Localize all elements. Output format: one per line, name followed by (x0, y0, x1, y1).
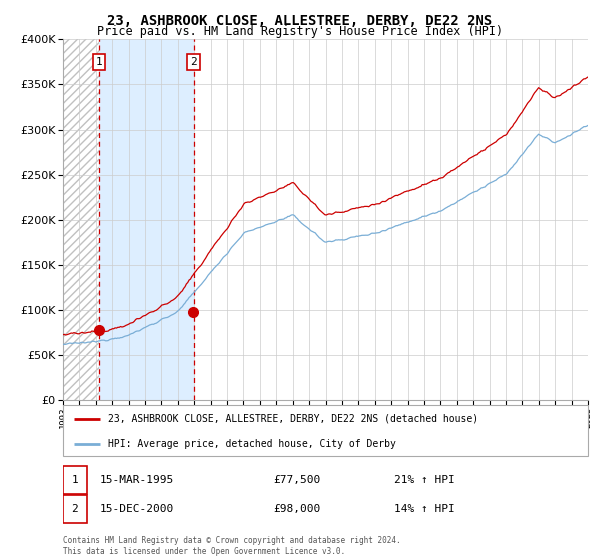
Text: HPI: Average price, detached house, City of Derby: HPI: Average price, detached house, City… (107, 438, 395, 449)
Text: 2: 2 (190, 57, 197, 67)
Bar (63, 39, 99, 400)
FancyBboxPatch shape (63, 405, 588, 456)
Text: 14% ↑ HPI: 14% ↑ HPI (394, 505, 455, 514)
Text: £98,000: £98,000 (273, 505, 320, 514)
Bar (99, 39, 194, 400)
Text: Price paid vs. HM Land Registry's House Price Index (HPI): Price paid vs. HM Land Registry's House … (97, 25, 503, 38)
FancyBboxPatch shape (63, 466, 86, 494)
FancyBboxPatch shape (63, 496, 86, 523)
Text: 2: 2 (71, 505, 78, 514)
Text: Contains HM Land Registry data © Crown copyright and database right 2024.
This d: Contains HM Land Registry data © Crown c… (63, 536, 401, 556)
Text: 15-MAR-1995: 15-MAR-1995 (100, 475, 174, 485)
Text: 1: 1 (71, 475, 78, 485)
Text: 23, ASHBROOK CLOSE, ALLESTREE, DERBY, DE22 2NS: 23, ASHBROOK CLOSE, ALLESTREE, DERBY, DE… (107, 14, 493, 28)
Text: £77,500: £77,500 (273, 475, 320, 485)
Text: 21% ↑ HPI: 21% ↑ HPI (394, 475, 455, 485)
Text: 1: 1 (96, 57, 103, 67)
Text: 15-DEC-2000: 15-DEC-2000 (100, 505, 174, 514)
Text: 23, ASHBROOK CLOSE, ALLESTREE, DERBY, DE22 2NS (detached house): 23, ASHBROOK CLOSE, ALLESTREE, DERBY, DE… (107, 414, 478, 424)
